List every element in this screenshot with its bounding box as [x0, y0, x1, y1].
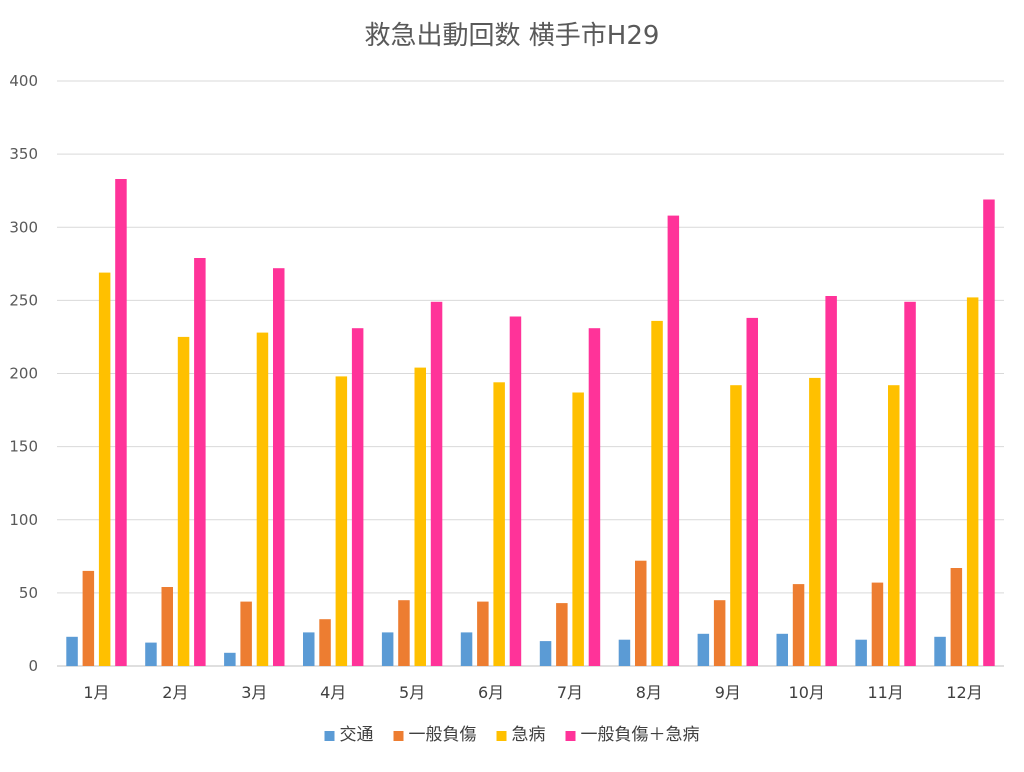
bar-交通-8月 — [618, 639, 631, 666]
x-tick-label: 2月 — [162, 683, 188, 702]
bar-一般負傷-12月 — [950, 568, 963, 666]
y-tick-label: 250 — [9, 291, 38, 309]
y-tick-label: 100 — [9, 511, 38, 529]
x-tick-label: 9月 — [715, 683, 741, 702]
y-tick-label: 0 — [28, 657, 38, 675]
bar-一般負傷-9月 — [713, 600, 726, 666]
bar-急病-5月 — [414, 367, 426, 666]
x-tick-label: 3月 — [241, 683, 267, 702]
bar-一般負傷-10月 — [792, 584, 805, 666]
bar-一般負傷＋急病-3月 — [273, 268, 285, 666]
bar-交通-10月 — [776, 633, 788, 666]
bar-一般負傷-11月 — [871, 582, 884, 666]
bar-一般負傷-8月 — [635, 560, 647, 666]
legend: 交通 一般負傷 急病 一般負傷＋急病 — [324, 725, 700, 745]
x-axis: 1月 2月 3月 4月 5月 6月 7月 8月 9月 10月 11月 12月 — [83, 683, 982, 702]
x-tick-label: 4月 — [320, 683, 346, 702]
x-tick-label: 11月 — [867, 683, 903, 702]
bars — [66, 179, 995, 667]
bar-急病-1月 — [98, 272, 111, 666]
bar-急病-8月 — [651, 320, 663, 666]
bar-一般負傷-1月 — [82, 570, 95, 666]
bar-一般負傷＋急病-1月 — [115, 179, 127, 666]
bar-急病-3月 — [256, 332, 269, 666]
bar-交通-9月 — [697, 633, 710, 666]
legend-swatch-交通 — [324, 731, 335, 741]
legend-label: 一般負傷＋急病 — [581, 725, 700, 745]
legend-swatch-急病 — [496, 731, 507, 741]
bar-一般負傷-4月 — [319, 619, 331, 666]
bar-急病-9月 — [730, 385, 742, 666]
bar-一般負傷＋急病-11月 — [904, 301, 916, 666]
x-tick-label: 10月 — [789, 683, 825, 702]
legend-swatch-一般負傷＋急病 — [565, 731, 576, 741]
bar-一般負傷-7月 — [556, 603, 568, 666]
y-tick-label: 150 — [9, 438, 38, 456]
bar-交通-6月 — [460, 632, 473, 666]
bar-交通-3月 — [224, 652, 236, 666]
bar-一般負傷＋急病-8月 — [667, 215, 680, 666]
x-tick-label: 8月 — [636, 683, 662, 702]
bar-一般負傷-5月 — [398, 600, 410, 666]
legend-swatch-一般負傷 — [393, 731, 404, 741]
y-axis: 0 50 100 150 200 250 300 350 400 — [9, 72, 38, 675]
bar-急病-2月 — [177, 336, 190, 666]
bar-交通-4月 — [303, 632, 315, 666]
bar-一般負傷＋急病-7月 — [588, 328, 601, 666]
bar-急病-7月 — [572, 392, 584, 666]
gridlines — [57, 80, 1004, 667]
x-tick-label: 6月 — [478, 683, 504, 702]
bar-一般負傷＋急病-9月 — [746, 317, 758, 666]
x-tick-label: 5月 — [399, 683, 425, 702]
bar-急病-4月 — [335, 376, 348, 666]
y-tick-label: 350 — [9, 145, 38, 163]
bar-交通-11月 — [855, 639, 867, 666]
y-tick-label: 50 — [19, 584, 38, 602]
bar-急病-12月 — [966, 297, 979, 666]
bar-急病-10月 — [809, 377, 821, 666]
legend-label: 交通 — [340, 725, 374, 745]
bar-一般負傷-3月 — [240, 601, 252, 666]
bar-交通-12月 — [934, 636, 946, 667]
bar-一般負傷＋急病-4月 — [351, 328, 364, 666]
bar-急病-6月 — [493, 382, 505, 666]
x-tick-label: 12月 — [946, 683, 982, 702]
bar-一般負傷＋急病-5月 — [430, 301, 443, 666]
bar-交通-5月 — [381, 632, 394, 666]
bar-急病-11月 — [888, 385, 900, 666]
bar-一般負傷＋急病-6月 — [509, 316, 522, 666]
bar-一般負傷-2月 — [161, 587, 173, 666]
y-tick-label: 400 — [9, 72, 38, 90]
y-tick-label: 300 — [9, 218, 38, 236]
legend-label: 急病 — [512, 725, 546, 745]
bar-一般負傷＋急病-10月 — [825, 296, 837, 666]
bar-交通-2月 — [145, 642, 157, 666]
bar-一般負傷-6月 — [477, 601, 489, 666]
bar-一般負傷＋急病-12月 — [983, 199, 995, 666]
x-tick-label: 7月 — [557, 683, 583, 702]
y-tick-label: 200 — [9, 365, 38, 383]
chart-title: 救急出動回数 横手市H29 — [365, 21, 660, 51]
bar-交通-1月 — [66, 636, 78, 667]
bar-一般負傷＋急病-2月 — [194, 258, 206, 666]
legend-label: 一般負傷 — [409, 725, 477, 745]
x-tick-label: 1月 — [83, 683, 109, 702]
bar-交通-7月 — [539, 641, 552, 666]
